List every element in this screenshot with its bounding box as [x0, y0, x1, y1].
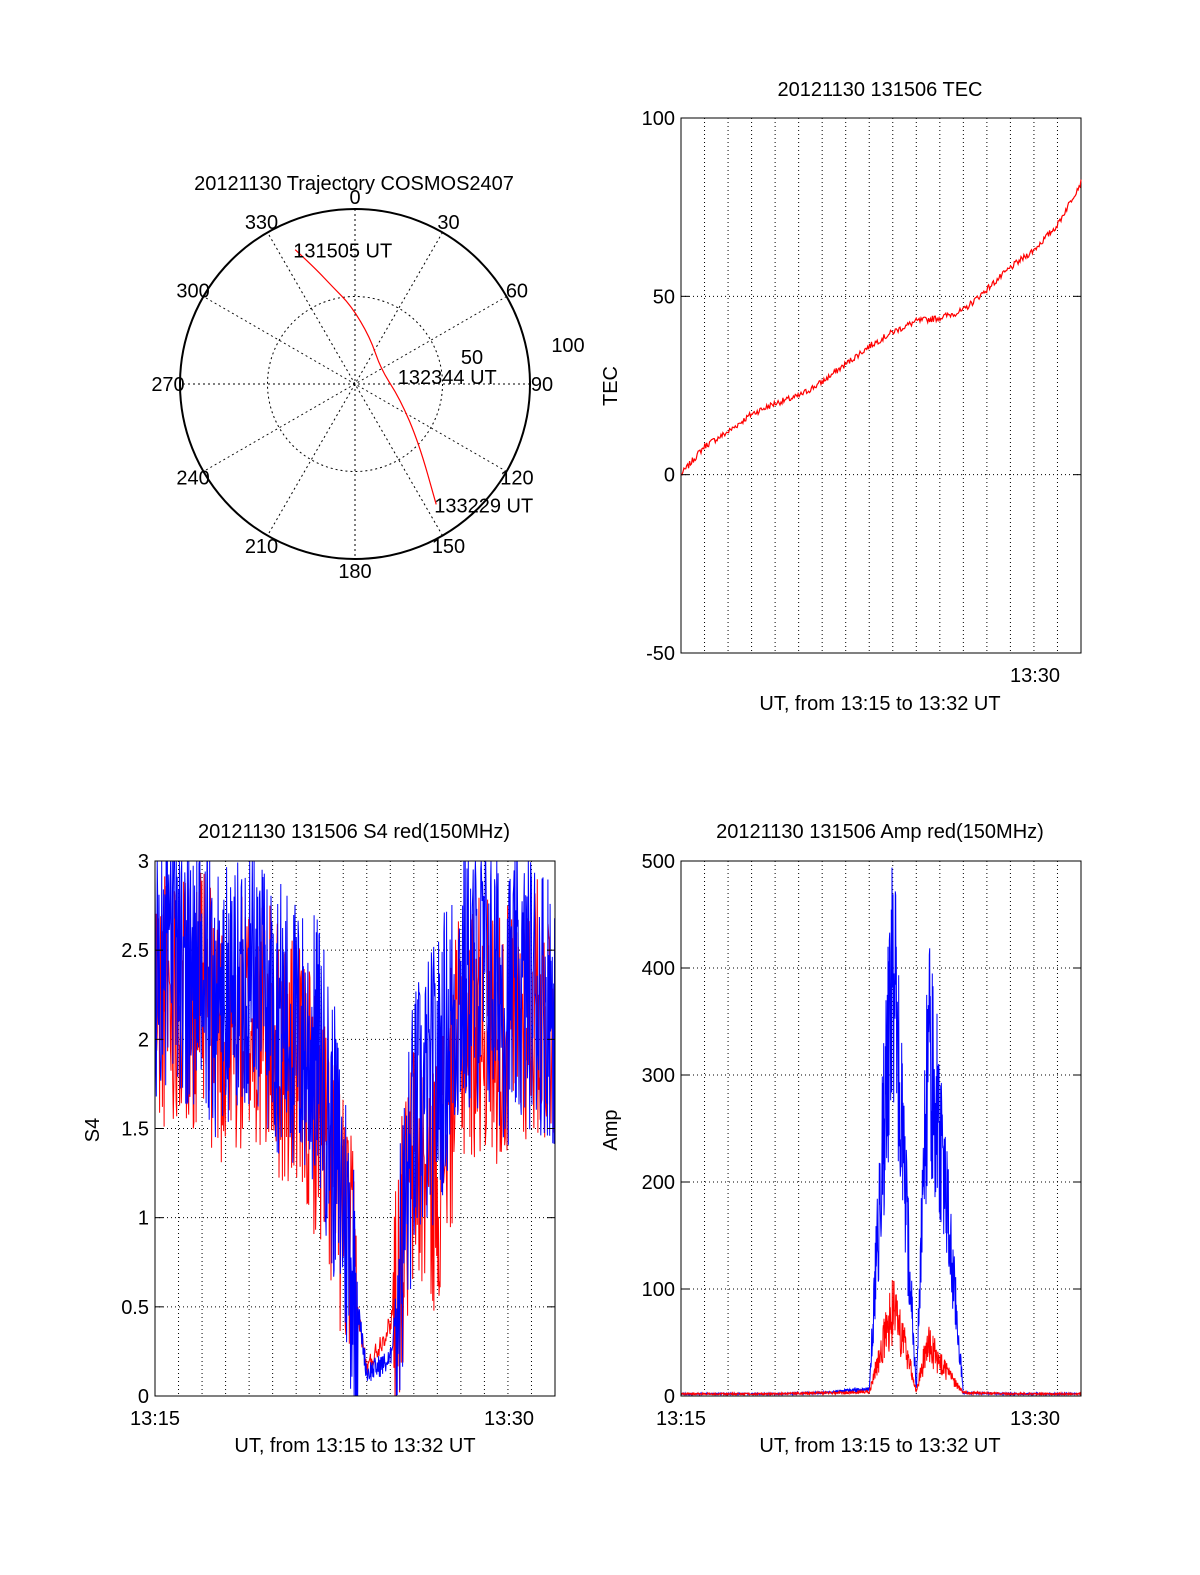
- s4-blue-series-line: [154, 860, 556, 1397]
- y-tick-label: -50: [646, 643, 675, 665]
- y-tick-label: 2: [138, 1029, 149, 1051]
- s4-x-axis-label: UT, from 13:15 to 13:32 UT: [234, 1435, 475, 1457]
- tec-series-line: [680, 179, 1082, 476]
- polar-angle-label: 270: [151, 374, 184, 396]
- amp-panel: 20121130 131506 Amp red(150MHz) 0 100 200 3…: [600, 821, 1082, 1457]
- s4-y-ticks: 0 0.5 1 1.5 2 2.5 3: [121, 851, 555, 1408]
- polar-annotations: 131505 UT 132344 UT 133229 UT: [293, 241, 533, 518]
- y-tick-label: 50: [653, 286, 675, 308]
- tec-title: 20121130 131506 TEC: [778, 79, 983, 101]
- polar-angle-label: 120: [500, 468, 533, 490]
- tec-plot-frame: [680, 117, 1082, 654]
- polar-angle-label: 180: [338, 561, 371, 583]
- y-tick-label: 100: [642, 108, 675, 130]
- tec-y-axis-label: TEC: [600, 366, 622, 406]
- y-tick-label: 0: [664, 1386, 675, 1408]
- polar-spokes: [180, 209, 530, 559]
- y-tick-label: 0.5: [121, 1297, 149, 1319]
- polar-annotation: 132344 UT: [398, 367, 497, 389]
- radius-tick-label: 50: [461, 347, 483, 369]
- amp-x-axis-label: UT, from 13:15 to 13:32 UT: [759, 1435, 1000, 1457]
- tec-x-tick-label: 13:30: [1010, 665, 1060, 687]
- tec-x-axis-label: UT, from 13:15 to 13:32 UT: [759, 693, 1000, 715]
- polar-angle-label: 60: [506, 281, 528, 303]
- amp-plot-frame: [680, 860, 1082, 1397]
- polar-angle-label: 0: [349, 187, 360, 209]
- polar-panel: 20121130 Trajectory COSMOS2407 0 30 60 90 12…: [151, 173, 584, 583]
- polar-angle-label: 330: [245, 212, 278, 234]
- amp-red-series-line: [680, 1280, 1082, 1397]
- y-tick-label: 1.5: [121, 1119, 149, 1141]
- amp-x-tick-label: 13:15: [656, 1408, 706, 1430]
- y-tick-label: 0: [138, 1386, 149, 1408]
- y-tick-label: 3: [138, 851, 149, 873]
- y-tick-label: 2.5: [121, 940, 149, 962]
- tec-grid: [681, 118, 1081, 653]
- polar-spoke: [267, 232, 443, 536]
- amp-title: 20121130 131506 Amp red(150MHz): [716, 821, 1044, 843]
- trajectory-line: [294, 249, 437, 505]
- amp-x-tick-label: 13:30: [1010, 1408, 1060, 1430]
- y-tick-label: 0: [664, 465, 675, 487]
- s4-panel: 20121130 131506 S4 red(150MHz) 0 0.5 1 1.5 2…: [82, 821, 556, 1457]
- s4-x-tick-label: 13:30: [484, 1408, 534, 1430]
- amp-y-ticks: 0 100 200 300 400 500: [642, 851, 1081, 1408]
- y-tick-label: 300: [642, 1065, 675, 1087]
- s4-x-tick-label: 13:15: [130, 1408, 180, 1430]
- polar-inner-ring: [267, 296, 443, 472]
- tec-y-ticks: -50 0 50 100: [642, 108, 1081, 665]
- y-tick-label: 500: [642, 851, 675, 873]
- amp-grid: [681, 861, 1081, 1396]
- amp-blue-series-line: [680, 867, 1082, 1397]
- polar-angle-label: 90: [531, 374, 553, 396]
- polar-angle-label: 300: [176, 281, 209, 303]
- y-tick-label: 100: [642, 1279, 675, 1301]
- y-tick-label: 200: [642, 1172, 675, 1194]
- radius-tick-label: 100: [551, 335, 584, 357]
- polar-title: 20121130 Trajectory COSMOS2407: [194, 173, 514, 195]
- polar-annotation: 131505 UT: [293, 241, 392, 263]
- s4-y-axis-label: S4: [82, 1118, 104, 1142]
- polar-angle-labels: 0 30 60 90 120 150 180 210 240 270 300 330: [151, 187, 553, 583]
- y-tick-label: 400: [642, 958, 675, 980]
- amp-y-axis-label: Amp: [600, 1109, 622, 1150]
- y-tick-label: 1: [138, 1208, 149, 1230]
- polar-annotation: 133229 UT: [434, 495, 533, 517]
- polar-angle-label: 30: [437, 212, 459, 234]
- s4-title: 20121130 131506 S4 red(150MHz): [198, 821, 510, 843]
- polar-angle-label: 150: [432, 536, 465, 558]
- polar-angle-label: 240: [176, 468, 209, 490]
- polar-angle-label: 210: [245, 536, 278, 558]
